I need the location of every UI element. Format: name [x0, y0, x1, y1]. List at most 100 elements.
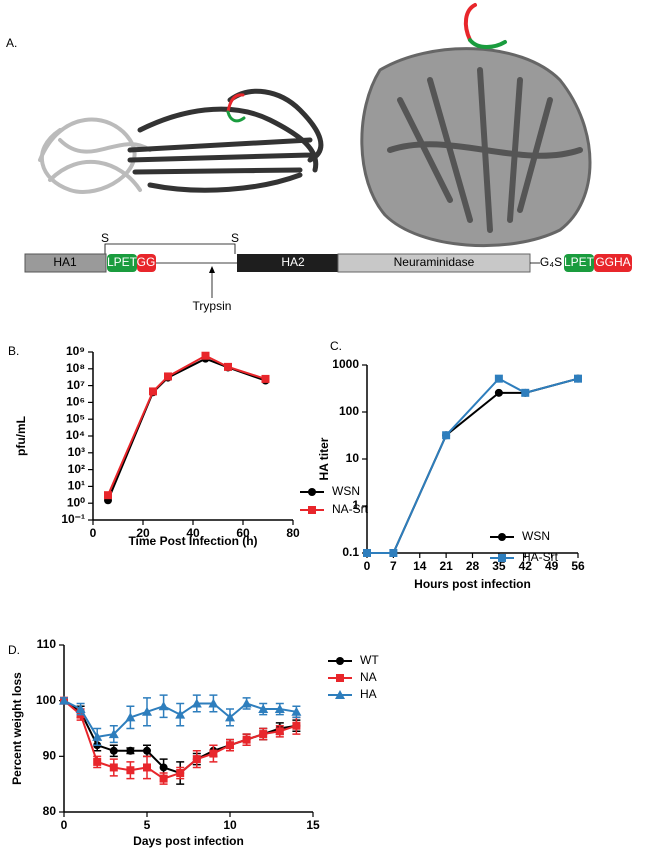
y-tick-label: 10⁻¹: [61, 512, 85, 526]
s-label: S: [101, 231, 109, 245]
data-point: [93, 757, 102, 766]
panel-label: D.: [8, 643, 20, 657]
x-tick-label: 5: [144, 818, 151, 832]
x-tick-label: 10: [223, 818, 237, 832]
gg-label: GG: [137, 255, 156, 269]
y-tick-label: 10⁹: [66, 344, 85, 358]
data-point: [442, 431, 451, 440]
series-line: [367, 377, 579, 554]
trypsin-label: Trypsin: [193, 299, 232, 313]
data-point: [224, 362, 232, 371]
na-label: Neuraminidase: [394, 255, 475, 269]
ha-loop: [226, 93, 245, 114]
data-point: [242, 735, 251, 744]
lpet-label: LPET: [107, 255, 138, 269]
ha-construct: S S HA1 LPET GG HA2 Trypsin: [24, 231, 350, 313]
x-tick-label: 56: [571, 559, 585, 573]
na-ribbon: [387, 67, 583, 233]
legend-label: WSN: [332, 484, 360, 498]
data-point: [241, 698, 252, 708]
data-point: [201, 351, 210, 360]
ha-ribbon: [38, 117, 152, 194]
x-tick-label: 7: [390, 559, 397, 573]
na-loop: [463, 3, 477, 42]
data-point: [175, 709, 186, 719]
y-tick-label: 10³: [68, 445, 85, 459]
data-point: [59, 695, 69, 705]
data-point: [143, 746, 151, 755]
data-point: [104, 491, 112, 500]
data-point: [261, 374, 270, 383]
na-construct: Neuraminidase G₄S LPET GGHA: [337, 253, 632, 273]
legend-marker: [336, 674, 344, 682]
legend-label: NA-Srt: [332, 502, 369, 516]
series-line: [107, 357, 266, 501]
x-tick-label: 0: [61, 818, 68, 832]
y-tick-label: 10⁴: [66, 428, 85, 442]
x-tick-label: 42: [519, 559, 533, 573]
data-point: [109, 746, 118, 755]
data-point: [292, 721, 301, 730]
data-point: [125, 712, 136, 722]
legend-marker: [308, 506, 316, 514]
data-point: [389, 549, 398, 557]
y-tick-label: 10²: [68, 462, 85, 476]
x-tick-label: 0: [364, 559, 371, 573]
x-axis-title: Days post infection: [133, 834, 244, 848]
gg-label: GGHA: [595, 255, 630, 269]
ha-loop: [226, 110, 246, 123]
data-point: [164, 372, 172, 381]
y-axis-title: HA titer: [317, 437, 331, 480]
data-point: [108, 729, 119, 739]
data-point: [149, 387, 157, 396]
data-point: [191, 698, 202, 708]
data-point: [494, 374, 503, 383]
legend-marker: [498, 533, 506, 541]
x-tick-label: 15: [306, 818, 320, 832]
x-tick-label: 40: [186, 526, 200, 540]
y-tick-label: 100: [339, 404, 359, 418]
data-point: [158, 701, 169, 711]
data-point: [75, 704, 86, 714]
panel-label: A.: [6, 36, 17, 50]
data-point: [275, 727, 284, 736]
y-tick-label: 80: [43, 804, 57, 818]
data-point: [176, 769, 185, 778]
data-point: [494, 388, 503, 397]
arrow-head: [209, 266, 215, 273]
legend-label: WSN: [522, 529, 550, 543]
x-tick-label: 0: [90, 526, 97, 540]
data-point: [159, 763, 168, 772]
y-tick-label: 100: [36, 693, 56, 707]
y-tick-label: 0.1: [342, 545, 359, 559]
x-axis-title: Time Post Infection (h): [128, 534, 257, 548]
y-tick-label: 10: [346, 451, 360, 465]
legend-label: HA-Srt: [522, 550, 559, 564]
legend-label: HA: [360, 687, 377, 701]
x-tick-label: 21: [439, 559, 453, 573]
x-tick-label: 28: [466, 559, 480, 573]
y-axis-title: pfu/mL: [14, 416, 28, 456]
data-point: [225, 712, 235, 722]
legend-label: NA: [360, 670, 377, 684]
data-point: [274, 704, 285, 714]
ha-ribbon: [127, 88, 324, 193]
y-tick-label: 10¹: [68, 479, 85, 493]
data-point: [143, 763, 151, 772]
panel-label: C.: [330, 339, 342, 353]
data-point: [208, 698, 219, 708]
data-point: [259, 730, 268, 739]
panel-label: B.: [8, 344, 19, 358]
lpet-box: [564, 254, 594, 272]
y-tick-label: 90: [43, 749, 57, 763]
data-point: [109, 763, 118, 772]
data-point: [574, 374, 582, 383]
data-point: [92, 731, 103, 741]
data-point: [209, 749, 218, 758]
legend-marker: [308, 488, 316, 496]
disulfide: [104, 243, 236, 254]
data-point: [521, 388, 530, 397]
series-line: [367, 377, 579, 554]
